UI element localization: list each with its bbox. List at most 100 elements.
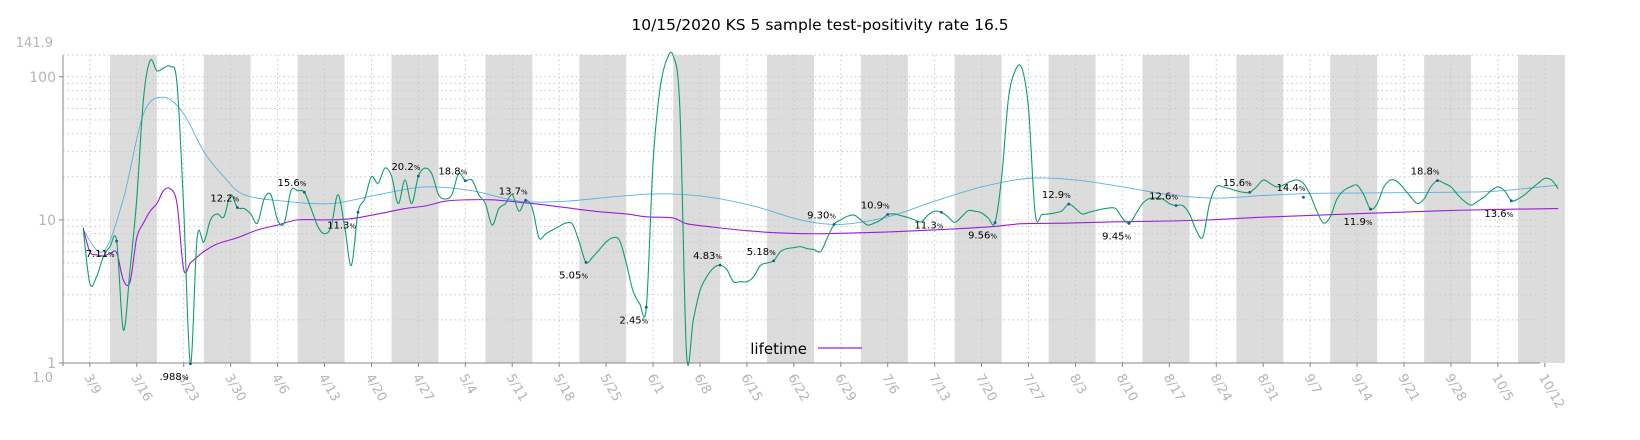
annotation-point [416,174,420,178]
y-tick-label: 100 [29,70,56,86]
x-tick-label: 5/4 [456,372,479,398]
annotation-label: 10.9% [861,201,890,212]
annotation-unit: % [1366,219,1373,227]
grid [63,55,1546,364]
annotation-point [1067,202,1071,206]
annotation-point [1174,204,1178,207]
annotation-label: 7.11% [86,249,115,260]
annotation-label: 5.18% [747,247,776,258]
annotation-label: 18.8% [438,167,467,178]
x-tick-label: 7/13 [925,372,953,405]
x-tick-label: 3/30 [221,372,249,405]
annotation-point [235,206,239,209]
annotation-point [1436,179,1439,183]
annotation-unit: % [521,188,528,196]
x-tick-label: 3/16 [127,372,155,405]
annotation-point [644,305,648,309]
annotation-label: 5.05% [559,270,588,281]
annotation-unit: % [1245,180,1252,188]
annotation-unit: % [642,317,649,325]
week-shade [1048,55,1096,363]
annotation-unit: % [1507,211,1514,219]
week-shade [1424,55,1472,363]
x-tick-label: 8/17 [1160,372,1188,405]
x-tick-label: 8/24 [1207,372,1235,405]
x-tick-label: 9/7 [1301,372,1324,398]
annotation-unit: % [233,196,240,204]
y-extent-label: 1.0 [32,371,53,386]
annotation-unit: % [769,249,776,257]
annotation-unit: % [937,222,944,230]
annotation-unit: % [1124,233,1131,241]
annotation-label: 12.9% [1042,190,1071,201]
x-tick-label: 7/20 [972,372,1000,405]
x-tick-label: 6/1 [644,372,667,398]
annotation-unit: % [581,272,588,280]
annotation-label: 11.3% [327,220,356,231]
annotation-unit: % [461,169,468,177]
annotation-label: 4.83% [693,251,722,262]
week-shade [109,55,157,363]
annotations: 7.11% .988% 12.2% 15.6% 11.3% 20.2% 18.8% 13.7%… [86,162,1514,383]
legend: lifetime [750,340,862,358]
x-ticks: 3/9 3/16 3/23 3/30 4/6 4/13 4/20 4/27 5/4 5/11 5/1… [80,363,1567,411]
annotation-unit: % [715,253,722,261]
annotation-unit: % [883,203,890,211]
annotation-point [356,210,360,214]
x-tick-label: 6/15 [737,372,765,405]
week-shade [579,55,627,363]
annotation-label: 13.6% [1484,209,1513,220]
y-tick-label: 1 [47,356,56,372]
x-tick-label: 3/9 [80,372,103,398]
week-shade [954,55,1002,363]
x-tick-label: 9/28 [1441,372,1469,405]
x-tick-label: 8/3 [1066,372,1089,398]
x-tick-label: 4/13 [315,372,343,405]
x-tick-label: 7/27 [1019,372,1047,405]
annotation-point [188,362,192,366]
annotation-unit: % [1171,194,1178,202]
annotation-label: 11.3% [914,220,943,231]
annotation-point [886,213,890,216]
x-tick-label: 10/12 [1535,372,1567,412]
annotation-point [772,259,776,263]
annotation-point [463,179,467,183]
annotation-label: .988% [159,372,188,383]
annotation-point [939,210,943,214]
annotation-unit: % [108,251,115,259]
x-tick-label: 4/27 [409,372,437,405]
week-shade [673,55,721,363]
annotation-unit: % [1299,185,1306,193]
series-line-smooth [82,96,1559,253]
week-shade [391,55,439,363]
annotation-unit: % [829,212,836,220]
annotation-point [115,239,119,243]
x-tick-label: 9/21 [1395,372,1423,405]
annotation-point [1509,199,1513,203]
x-tick-label: 5/18 [550,372,578,405]
annotation-unit: % [1433,169,1440,177]
x-tick-label: 10/5 [1488,372,1516,405]
x-tick-label: 6/29 [831,372,859,405]
annotation-label: 9.30% [807,210,836,221]
annotation-label: 2.45% [619,315,648,326]
annotation-label: 15.6% [1223,178,1252,189]
y-tick-label: 10 [38,213,56,229]
annotation-point [584,260,588,264]
annotation-label: 15.6% [277,178,306,189]
x-tick-label: 7/6 [878,372,901,398]
annotation-label: 12.6% [1149,192,1178,203]
annotation-point [718,263,722,267]
annotation-point [993,221,997,225]
annotation-point [1127,221,1131,225]
annotation-unit: % [182,374,189,382]
annotation-label: 9.56% [968,231,997,242]
annotation-point [1369,207,1372,211]
annotation-label: 20.2% [391,162,420,173]
week-shade [1236,55,1284,363]
week-shade [203,55,251,363]
annotation-label: 12.2% [210,194,239,205]
annotation-label: 9.45% [1102,231,1131,242]
shaded-weeks [109,55,1565,363]
